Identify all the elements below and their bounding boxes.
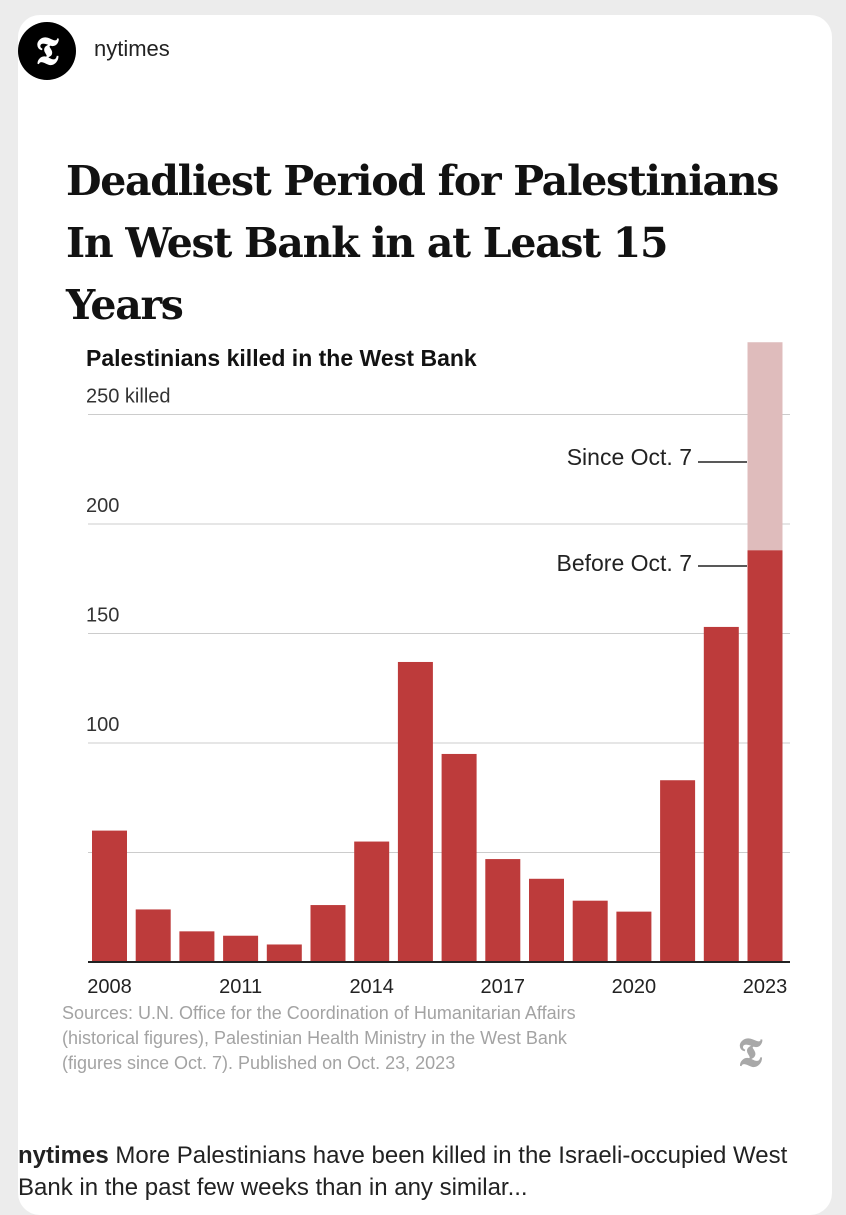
annotation-since-oct7: Since Oct. 7: [567, 444, 692, 470]
post-caption: nytimes More Palestinians have been kill…: [18, 1140, 808, 1204]
bar-since-oct7-2023: [747, 342, 783, 551]
bar-2015: [397, 661, 433, 962]
caption-username[interactable]: nytimes: [18, 1142, 109, 1169]
x-tick-label-2011: 2011: [219, 976, 262, 998]
bar-2019: [572, 900, 608, 962]
x-tick-label-2014: 2014: [349, 976, 394, 998]
bar-2020: [616, 911, 652, 962]
bar-2008: [92, 830, 127, 962]
bar-2018: [529, 878, 564, 962]
y-tick-label-250: 250 killed: [86, 386, 171, 408]
headline-line-1: Deadliest Period for Palestinians: [66, 157, 779, 205]
x-tick-label-2008: 2008: [87, 976, 132, 998]
chart-subtitle: Palestinians killed in the West Bank: [86, 345, 477, 371]
sources-line-1: Sources: U.N. Office for the Coordinatio…: [62, 1003, 576, 1023]
y-tick-label-150: 150: [86, 605, 119, 627]
annotation-before-oct7: Before Oct. 7: [556, 550, 692, 576]
bar-2013: [310, 905, 346, 962]
bar-chart: Palestinians killed in the West Bank 250 …: [86, 342, 790, 998]
bar-2021: [660, 780, 696, 962]
headline-line-2: In West Bank in at Least 15 Years: [66, 219, 669, 329]
bar-2023: [747, 550, 783, 962]
bar-2011: [223, 935, 259, 962]
headline: Deadliest Period for Palestinians In Wes…: [66, 150, 786, 336]
post-card: [18, 15, 832, 1215]
y-tick-label-100: 100: [86, 714, 119, 736]
bar-2017: [485, 859, 521, 962]
y-tick-label-200: 200: [86, 495, 119, 517]
bar-2009: [135, 909, 171, 962]
bar-2012: [266, 944, 302, 962]
nyt-avatar-icon[interactable]: 𝕿: [18, 22, 76, 80]
bar-2022: [703, 626, 739, 962]
bar-2014: [354, 841, 390, 962]
bar-2010: [179, 931, 215, 962]
x-tick-label-2017: 2017: [481, 976, 526, 998]
bar-2016: [441, 753, 477, 962]
sources-line-3: (figures since Oct. 7). Published on Oct…: [62, 1053, 456, 1073]
caption-text: More Palestinians have been killed in th…: [18, 1142, 788, 1201]
x-tick-label-2020: 2020: [612, 976, 657, 998]
username[interactable]: nytimes: [94, 36, 170, 61]
nyt-logo-icon: 𝕿: [737, 1028, 763, 1076]
x-tick-label-2023: 2023: [743, 976, 788, 998]
sources-note: Sources: U.N. Office for the Coordinatio…: [62, 1001, 702, 1076]
sources-line-2: (historical figures), Palestinian Health…: [62, 1028, 567, 1048]
